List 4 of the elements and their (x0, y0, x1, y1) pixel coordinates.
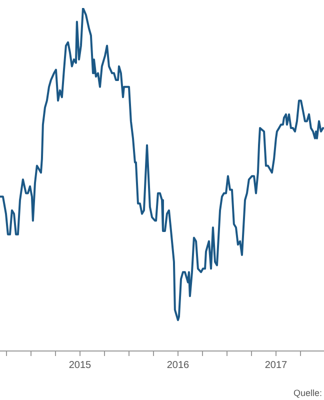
x-tick-label: 2016 (166, 360, 190, 371)
x-tick-label: 2015 (68, 360, 92, 371)
source-note: Quelle: (293, 388, 322, 398)
x-tick-label: 2017 (264, 360, 288, 371)
